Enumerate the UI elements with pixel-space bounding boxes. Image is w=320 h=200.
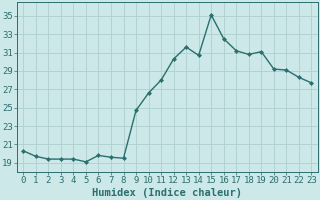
X-axis label: Humidex (Indice chaleur): Humidex (Indice chaleur)	[92, 188, 242, 198]
